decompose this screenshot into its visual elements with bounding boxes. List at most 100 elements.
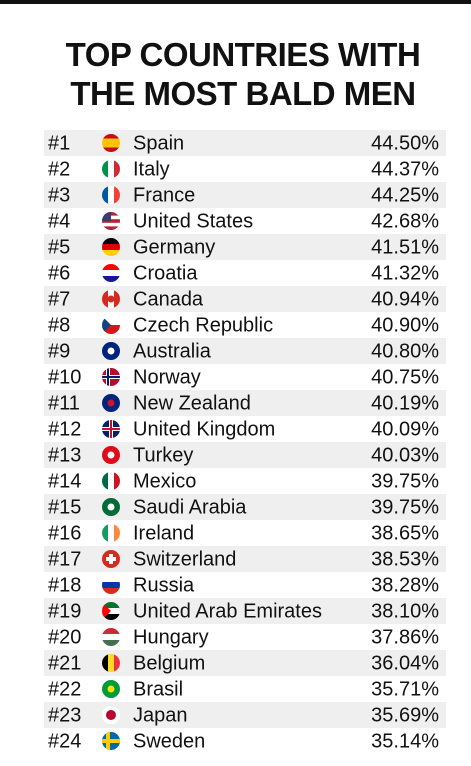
flag-icon <box>102 342 120 360</box>
flag-icon <box>102 472 120 490</box>
percentage: 40.90% <box>371 314 439 336</box>
percentage: 40.19% <box>371 392 439 414</box>
flag-icon <box>102 732 120 750</box>
percentage: 41.51% <box>371 236 439 258</box>
rank: #12 <box>48 418 81 440</box>
table-row: #23 Japan 35.69% <box>44 702 446 728</box>
country-name: Russia <box>133 574 195 596</box>
table-row: #15 Saudi Arabia 39.75% <box>44 494 446 520</box>
percentage: 40.09% <box>371 418 439 440</box>
flag-icon <box>102 394 120 412</box>
percentage: 37.86% <box>371 626 439 648</box>
flag-icon <box>102 212 120 230</box>
table-row: #1 Spain 44.50% <box>44 130 446 156</box>
percentage: 38.28% <box>371 574 439 596</box>
rank: #6 <box>48 262 70 284</box>
rank: #5 <box>48 236 70 258</box>
flag-icon <box>102 264 120 282</box>
table-row: #8 Czech Republic 40.90% <box>48 314 439 336</box>
country-name: Sweden <box>133 730 205 752</box>
table-row: #3 France 44.25% <box>44 182 446 208</box>
rank: #13 <box>48 444 81 466</box>
table-row: #12 United Kingdom 40.09% <box>48 418 439 440</box>
rank: #2 <box>48 158 70 180</box>
country-name: New Zealand <box>133 392 251 414</box>
country-name: Saudi Arabia <box>133 496 247 518</box>
table-row: #6 Croatia 41.32% <box>48 262 439 284</box>
country-name: Norway <box>133 366 201 388</box>
title-line: THE MOST BALD MEN <box>70 75 415 112</box>
percentage: 36.04% <box>371 652 439 674</box>
rank: #15 <box>48 496 81 518</box>
rank: #10 <box>48 366 81 388</box>
country-name: United States <box>133 210 253 232</box>
flag-icon <box>102 680 120 698</box>
rank: #22 <box>48 678 81 700</box>
percentage: 39.75% <box>371 496 439 518</box>
percentage: 38.10% <box>371 600 439 622</box>
country-name: Italy <box>133 158 170 180</box>
percentage: 40.75% <box>371 366 439 388</box>
percentage: 41.32% <box>371 262 439 284</box>
country-name: Ireland <box>133 522 194 544</box>
table-row: #20 Hungary 37.86% <box>48 626 439 648</box>
flag-icon <box>102 290 120 308</box>
rank: #21 <box>48 652 81 674</box>
country-name: Switzerland <box>133 548 236 570</box>
percentage: 39.75% <box>371 470 439 492</box>
flag-icon <box>102 316 120 334</box>
flag-icon <box>102 420 120 438</box>
country-name: Germany <box>133 236 215 258</box>
rank: #17 <box>48 548 81 570</box>
percentage: 44.25% <box>371 184 439 206</box>
percentage: 35.69% <box>371 704 439 726</box>
rank: #8 <box>48 314 70 336</box>
rank: #9 <box>48 340 70 362</box>
country-name: United Arab Emirates <box>133 600 322 622</box>
flag-icon <box>102 524 120 542</box>
flag-icon <box>102 706 120 724</box>
country-name: United Kingdom <box>133 418 275 440</box>
flag-icon <box>102 134 120 152</box>
table-row: #2 Italy 44.37% <box>48 158 439 180</box>
rank: #24 <box>48 730 81 752</box>
flag-icon <box>102 498 120 516</box>
percentage: 35.14% <box>371 730 439 752</box>
percentage: 40.94% <box>371 288 439 310</box>
country-name: Turkey <box>133 444 193 466</box>
table: #1 Spain 44.50% #2 Italy 44.37% #3 France 44.25%… <box>44 130 446 752</box>
top-bar <box>0 0 471 4</box>
country-name: Australia <box>133 340 212 362</box>
table-row: #19 United Arab Emirates 38.10% <box>44 598 446 624</box>
table-row: #11 New Zealand 40.19% <box>44 390 446 416</box>
flag-icon <box>102 550 120 568</box>
percentage: 38.53% <box>371 548 439 570</box>
country-name: Canada <box>133 288 204 310</box>
rank: #11 <box>48 392 80 414</box>
percentage: 40.03% <box>371 444 439 466</box>
rank: #14 <box>48 470 81 492</box>
flag-icon <box>102 160 120 178</box>
table-row: #21 Belgium 36.04% <box>44 650 446 676</box>
table-row: #17 Switzerland 38.53% <box>44 546 446 572</box>
table-row: #18 Russia 38.28% <box>48 574 439 596</box>
rank: #1 <box>48 132 70 154</box>
rank: #19 <box>48 600 81 622</box>
table-row: #4 United States 42.68% <box>48 210 439 232</box>
table-row: #5 Germany 41.51% <box>44 234 446 260</box>
rank: #16 <box>48 522 81 544</box>
table-row: #24 Sweden 35.14% <box>48 730 439 752</box>
percentage: 42.68% <box>371 210 439 232</box>
table-row: #13 Turkey 40.03% <box>44 442 446 468</box>
flag-icon <box>102 654 120 672</box>
country-name: Brasil <box>133 678 183 700</box>
flag-icon <box>102 186 120 204</box>
flag-icon <box>102 576 120 594</box>
title-line: TOP COUNTRIES WITH <box>66 36 421 73</box>
flag-icon <box>102 602 120 620</box>
percentage: 44.50% <box>371 132 439 154</box>
rank: #20 <box>48 626 81 648</box>
rank: #3 <box>48 184 70 206</box>
